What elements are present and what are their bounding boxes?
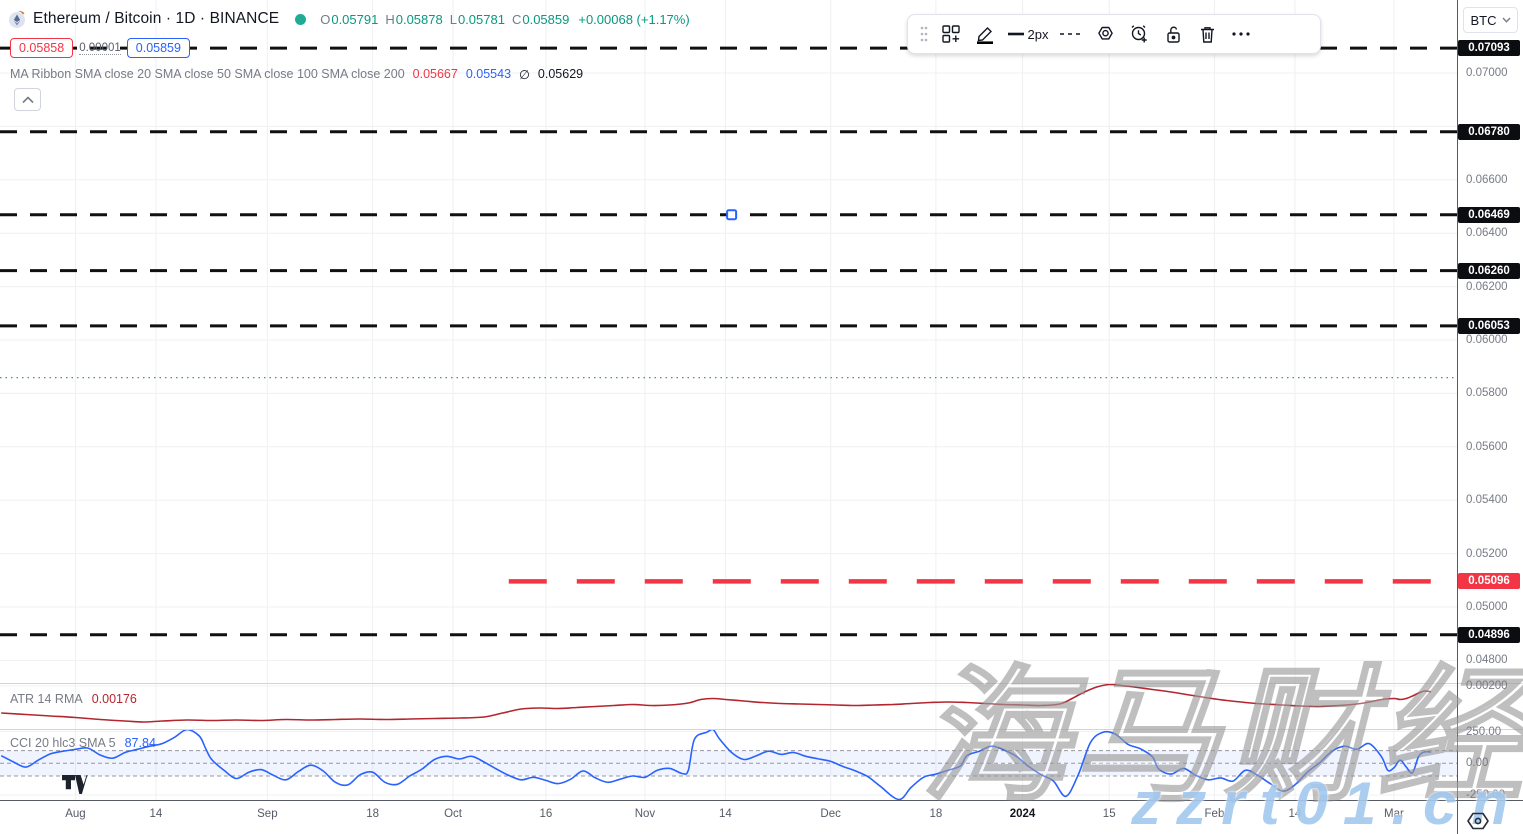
time-tick: 14 [149, 808, 163, 820]
time-tick: Aug [65, 808, 86, 820]
price-level-badge: 0.07093 [1458, 40, 1520, 57]
cci-line [0, 730, 1432, 801]
open-value: 0.05791 [331, 11, 379, 27]
time-tick: 18 [366, 808, 379, 820]
watermark-site-url: zzrt01.cn [1131, 770, 1523, 834]
collapse-legend-button[interactable] [14, 88, 41, 111]
add-alert-icon[interactable] [1122, 19, 1156, 49]
quote-currency-dropdown[interactable]: BTC [1463, 7, 1518, 33]
page-title[interactable]: Ethereum / Bitcoin · 1D · BINANCE [33, 10, 280, 27]
price-level-badge: 0.06469 [1458, 206, 1520, 223]
price-tick: 0.06200 [1466, 280, 1508, 293]
low-value: 0.05781 [457, 11, 505, 27]
time-tick: Mar [1384, 808, 1404, 820]
atr-label: ATR 14 RMA [10, 692, 83, 706]
ma-ribbon-legend[interactable]: MA Ribbon SMA close 20 SMA close 50 SMA … [10, 67, 583, 82]
cci-tick: 0.00 [1466, 757, 1489, 770]
price-tag-low[interactable]: 0.05858 [10, 38, 74, 58]
drag-handle-icon[interactable] [914, 19, 934, 49]
time-tick: 15 [1102, 808, 1116, 820]
time-tick: 2024 [1009, 808, 1036, 820]
more-options-icon[interactable] [1224, 19, 1258, 49]
price-tick: 0.05800 [1466, 387, 1508, 400]
high-value: 0.05878 [395, 11, 443, 27]
price-level-badge: 0.06053 [1458, 317, 1520, 334]
price-tick: 0.06000 [1466, 334, 1508, 346]
cci-tick: 250.00 [1466, 725, 1502, 738]
price-tick: 0.05400 [1466, 494, 1508, 507]
price-level-badge: 0.06260 [1458, 262, 1520, 279]
time-tick: 16 [539, 808, 553, 820]
time-tick: Feb [1204, 808, 1225, 820]
price-tick: 0.04800 [1466, 654, 1508, 667]
ethereum-pair-icon [8, 10, 27, 29]
avg-symbol: ∅ [519, 68, 530, 82]
chevron-down-icon [1501, 17, 1511, 23]
watermark-brand: 海马财经 [920, 655, 1523, 818]
atr-pane-legend[interactable]: ATR 14 RMA 0.00176 [10, 692, 137, 706]
line-style-button[interactable] [1054, 19, 1088, 49]
price-tick: 0.07000 [1466, 67, 1508, 79]
price-tag-high[interactable]: 0.05859 [126, 38, 190, 58]
price-tick: 0.06600 [1466, 173, 1508, 186]
sma20-value: 0.05667 [412, 67, 458, 81]
time-tick: 18 [929, 808, 943, 820]
price-level-badge: 0.06780 [1458, 123, 1520, 140]
color-picker-pencil-icon[interactable] [968, 19, 1002, 49]
price-tick: 0.05600 [1466, 440, 1508, 453]
chevron-up-icon [21, 95, 34, 103]
atr-value: 0.00176 [91, 692, 137, 706]
time-tick: Sep [257, 808, 278, 820]
add-to-layout-icon[interactable] [934, 19, 968, 49]
price-tick: 0.05000 [1466, 601, 1508, 613]
selection-handle[interactable] [726, 209, 738, 221]
drawing-toolbar: 2px [907, 14, 1321, 54]
market-status-dot [295, 13, 307, 25]
price-level-badge: 0.04896 [1458, 626, 1520, 643]
price-tick: 0.06400 [1466, 227, 1508, 240]
cci-band [0, 750, 1457, 777]
time-tick: Oct [444, 808, 463, 820]
horizontal-line-drawings[interactable] [0, 46, 1457, 637]
cci-tick: -250.00 [1466, 789, 1506, 802]
close-value: 0.05859 [522, 11, 570, 27]
ma-ribbon-label: MA Ribbon SMA close 20 SMA close 50 SMA … [10, 67, 405, 81]
gridlines [0, 0, 1457, 800]
line-width-button[interactable]: 2px [1002, 19, 1054, 49]
price-level-badge: 0.05096 [1458, 573, 1520, 590]
cci-pane-legend[interactable]: CCI 20 hlc3 SMA 5 87.84 [10, 736, 156, 750]
ohlc-readout: O0.05791 H0.05878 L0.05781 C0.05859 +0.0… [320, 11, 690, 27]
price-spread-label: 0.00001 [79, 41, 121, 55]
settings-icon[interactable] [1088, 19, 1122, 49]
time-tick: 14 [1288, 808, 1302, 820]
symbol-header: Ethereum / Bitcoin · 1D · BINANCE O0.057… [8, 8, 690, 30]
axis-settings-gear-icon[interactable] [1467, 811, 1489, 831]
atr-tick: 0.00200 [1466, 680, 1508, 692]
change-value: +0.00068 (+1.17%) [578, 11, 690, 27]
lock-icon[interactable] [1156, 19, 1190, 49]
avg-value: 0.05629 [537, 67, 584, 81]
atr-line [1, 684, 1432, 723]
time-tick: Dec [820, 808, 841, 820]
cci-value: 87.84 [124, 736, 156, 750]
cci-label: CCI 20 hlc3 SMA 5 [10, 736, 116, 750]
tradingview-logo[interactable] [62, 775, 89, 795]
delete-icon[interactable] [1190, 19, 1224, 49]
time-tick: 14 [719, 808, 732, 820]
time-tick: Nov [634, 808, 656, 820]
price-tag-row: 0.05858 0.00001 0.05859 [10, 38, 190, 58]
sma50-value: 0.05543 [465, 67, 512, 81]
price-tick: 0.05200 [1466, 547, 1508, 560]
